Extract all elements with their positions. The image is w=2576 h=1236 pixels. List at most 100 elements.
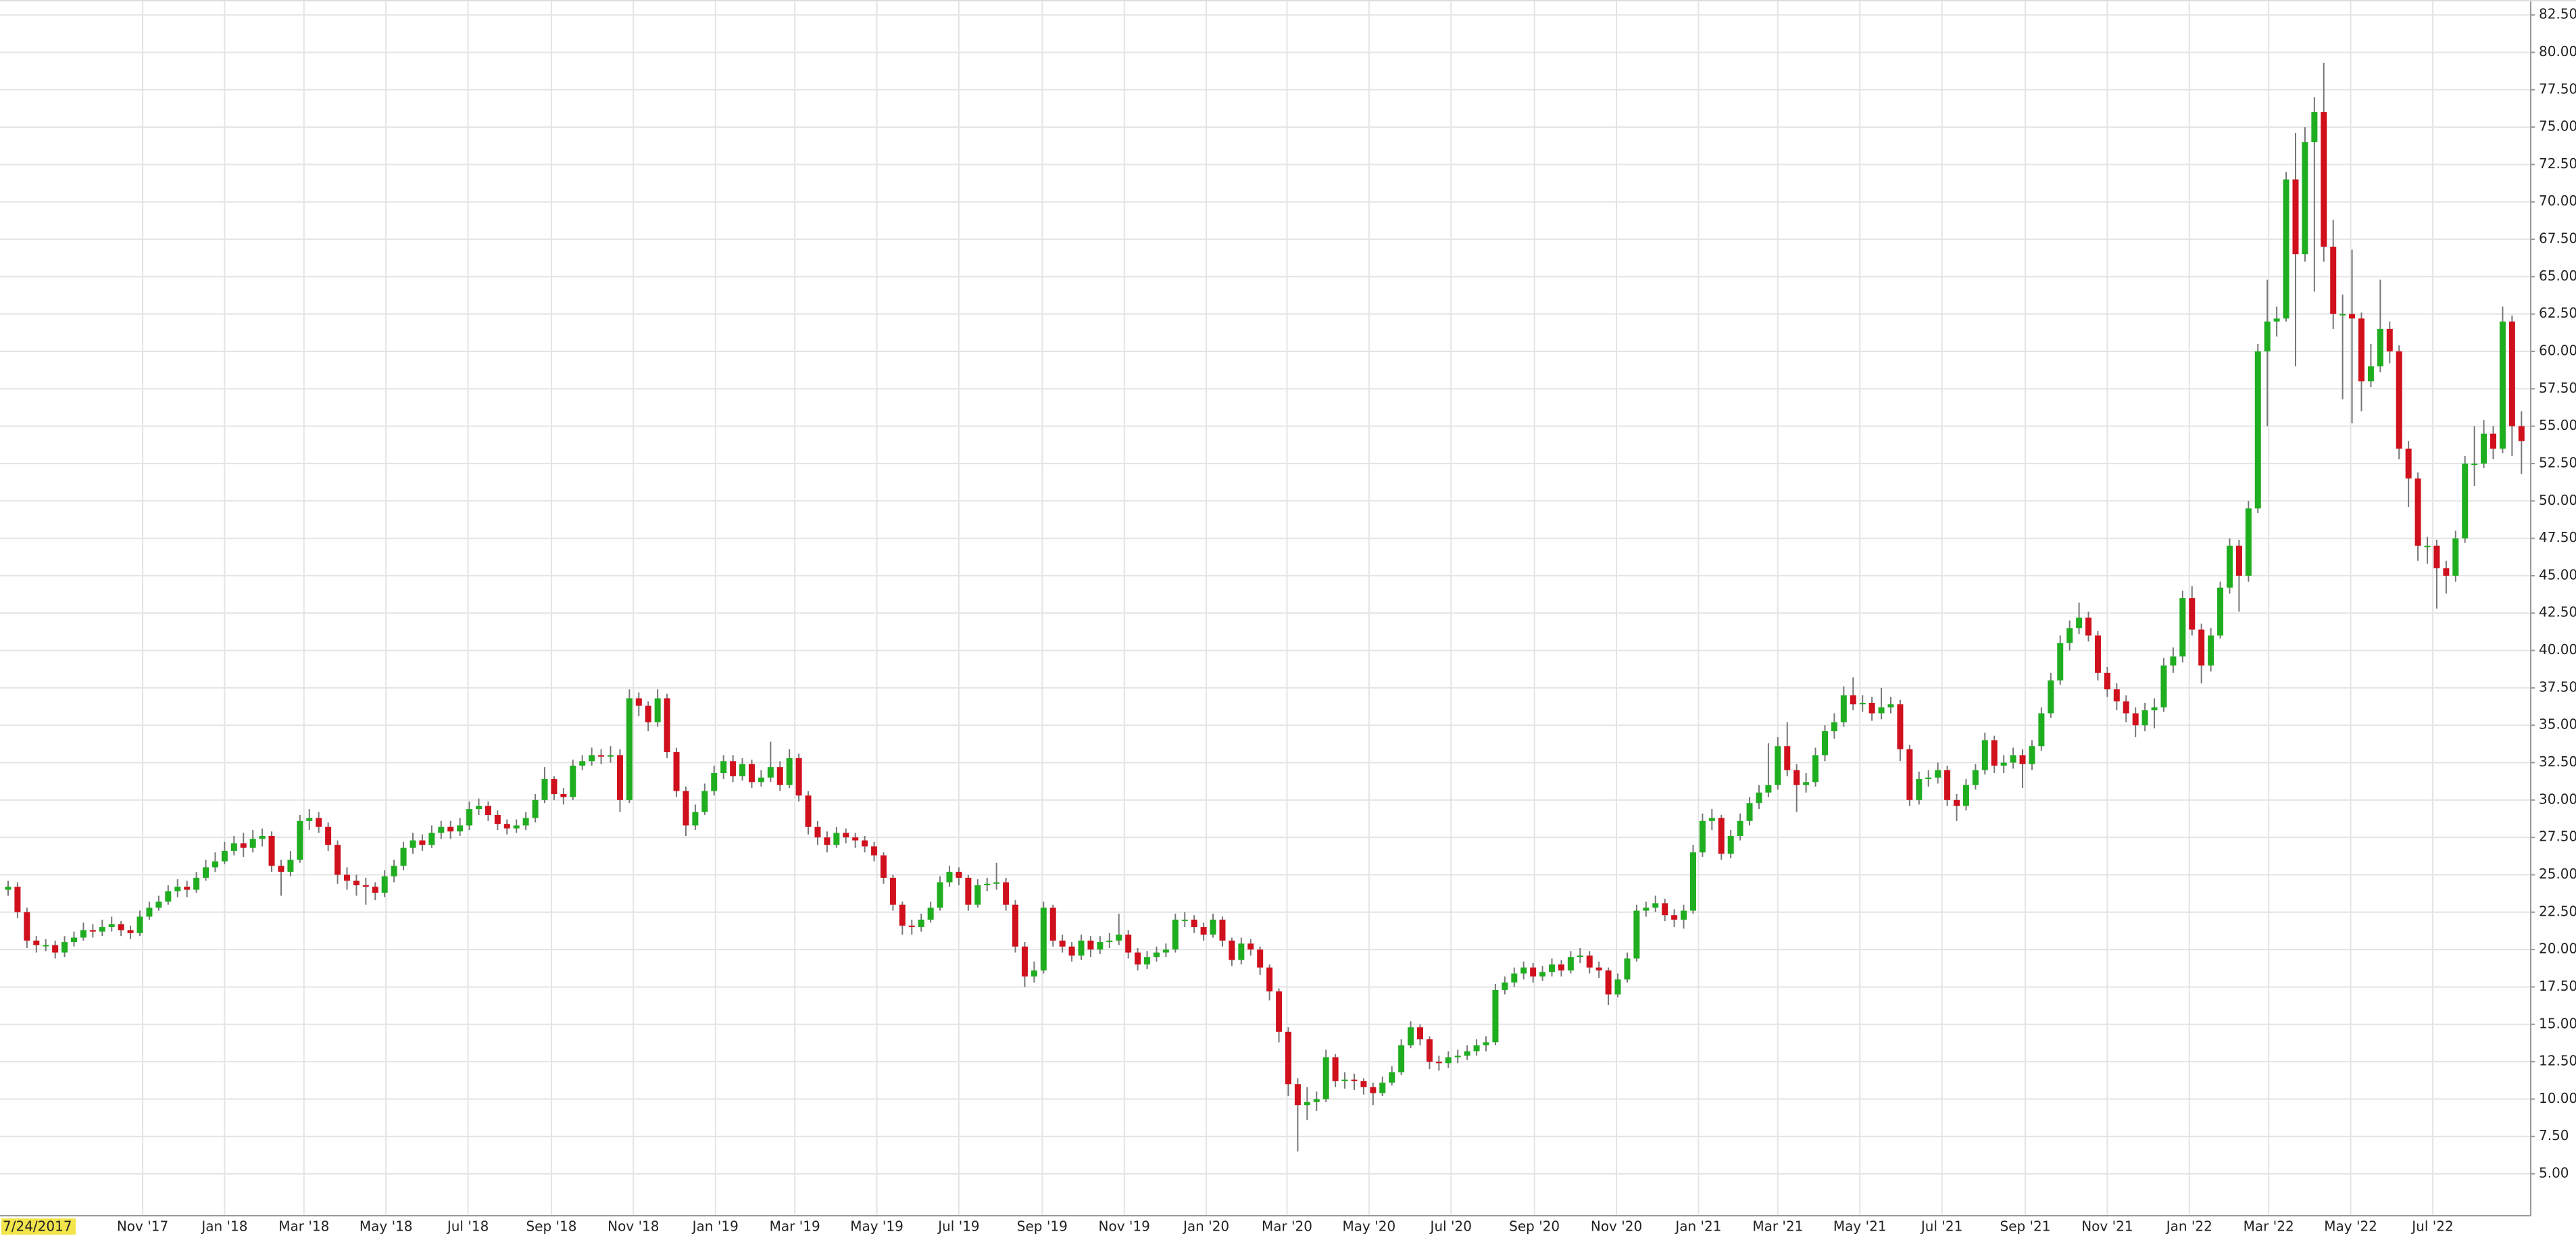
- candle-body: [1793, 770, 1800, 785]
- y-tick-label: 62.50: [2539, 305, 2576, 321]
- candle-body: [2292, 179, 2299, 255]
- candle-body: [541, 778, 548, 800]
- x-tick-label: Nov '18: [608, 1218, 659, 1235]
- candle-body: [14, 887, 21, 912]
- y-tick-label: 77.50: [2539, 80, 2576, 97]
- candle-body: [43, 945, 49, 947]
- candle-body: [2132, 713, 2139, 726]
- candle-body: [1398, 1045, 1405, 1072]
- y-tick-label: 17.50: [2539, 978, 2576, 994]
- y-tick-label: 45.00: [2539, 566, 2576, 583]
- x-tick-label: Jul '19: [937, 1218, 979, 1235]
- candle-body: [2264, 321, 2271, 352]
- candle-body: [1247, 943, 1254, 950]
- candle-body: [767, 767, 774, 778]
- candle-body: [1699, 820, 1706, 853]
- y-tick-label: 72.50: [2539, 155, 2576, 172]
- y-tick-label: 80.00: [2539, 43, 2576, 59]
- x-tick-label: Mar '18: [278, 1218, 329, 1235]
- y-tick-label: 67.50: [2539, 230, 2576, 247]
- candle-body: [645, 706, 651, 722]
- candle-body: [1332, 1057, 1339, 1081]
- candle-body: [833, 833, 840, 845]
- candle-body: [1831, 722, 1837, 732]
- candle-body: [2481, 433, 2487, 464]
- candle-body: [1492, 989, 1499, 1043]
- candle-body: [1954, 799, 1960, 806]
- candle-body: [1003, 882, 1010, 905]
- candle-body: [1868, 703, 1875, 714]
- x-tick-label: Sep '19: [1017, 1218, 1068, 1235]
- candle-body: [1652, 903, 1659, 908]
- candle-body: [589, 755, 595, 762]
- candle-body: [2085, 617, 2092, 636]
- candle-body: [1068, 946, 1075, 956]
- candle-body: [33, 940, 40, 945]
- candle-body: [1746, 803, 1753, 821]
- x-tick-label: Nov '21: [2081, 1218, 2133, 1235]
- candle-body: [2151, 707, 2158, 711]
- candle-body: [513, 825, 520, 829]
- y-tick-label: 22.50: [2539, 903, 2576, 919]
- candle-body: [2367, 366, 2374, 382]
- candle-body: [80, 930, 86, 938]
- candle-body: [908, 925, 915, 927]
- candle-body: [2405, 448, 2412, 479]
- candle-body: [1426, 1039, 1433, 1062]
- candle-body: [1708, 818, 1715, 821]
- candle-body: [1737, 820, 1743, 836]
- candle-body: [1181, 919, 1188, 921]
- candle-body: [1473, 1045, 1480, 1052]
- candle-body: [1049, 908, 1056, 941]
- candle-body: [1878, 707, 1885, 714]
- candle-body: [1135, 952, 1141, 965]
- candle-body: [701, 791, 708, 812]
- candle-body: [1624, 958, 1631, 980]
- candle-body: [1662, 903, 1668, 916]
- candle-body: [2283, 179, 2289, 319]
- candle-body: [2189, 598, 2196, 630]
- candle-body: [89, 930, 96, 932]
- candle-body: [2349, 314, 2356, 319]
- candle-body: [579, 761, 586, 766]
- candle-body: [871, 846, 878, 856]
- y-tick-label: 60.00: [2539, 343, 2576, 359]
- candle-body: [1257, 949, 1264, 968]
- candle-body: [259, 835, 266, 839]
- candle-body: [1765, 785, 1772, 793]
- candle-body: [447, 826, 454, 832]
- candle-body: [598, 755, 605, 757]
- candle-body: [1389, 1072, 1395, 1083]
- y-tick-label: 35.00: [2539, 716, 2576, 733]
- candle-body: [2066, 628, 2073, 643]
- candle-body: [1408, 1027, 1414, 1045]
- candle-body: [1097, 942, 1104, 950]
- candle-body: [391, 866, 397, 876]
- x-tick-label: Jan '20: [1182, 1218, 1229, 1235]
- candle-body: [2471, 463, 2478, 465]
- candle-body: [1689, 852, 1696, 911]
- candle-body: [1012, 904, 1019, 947]
- candle-body: [1153, 952, 1160, 958]
- x-tick-label: Mar '19: [770, 1218, 820, 1235]
- candle-body: [99, 926, 105, 932]
- x-tick-label: Mar '22: [2244, 1218, 2294, 1235]
- candle-body: [984, 883, 991, 885]
- candle-body: [2518, 426, 2525, 441]
- candle-body: [2217, 587, 2224, 636]
- y-tick-label: 20.00: [2539, 941, 2576, 957]
- candle-body: [466, 809, 473, 826]
- axis-labels: 7/24/2017 5.00 7.50 10.00 12.50 15.00 17.50 20…: [1, 6, 2576, 1235]
- candle-body: [1445, 1057, 1452, 1064]
- candle-body: [739, 764, 746, 776]
- candle-body: [343, 874, 350, 881]
- candle-body: [1294, 1084, 1301, 1106]
- x-tick-label: Sep '20: [1509, 1218, 1560, 1235]
- x-tick-label: Nov '17: [117, 1218, 168, 1235]
- candle-body: [174, 887, 181, 891]
- candles: [5, 62, 2525, 1152]
- candle-body: [522, 818, 529, 826]
- candle-body: [758, 777, 764, 783]
- candle-body: [570, 765, 576, 797]
- candle-body: [608, 755, 614, 757]
